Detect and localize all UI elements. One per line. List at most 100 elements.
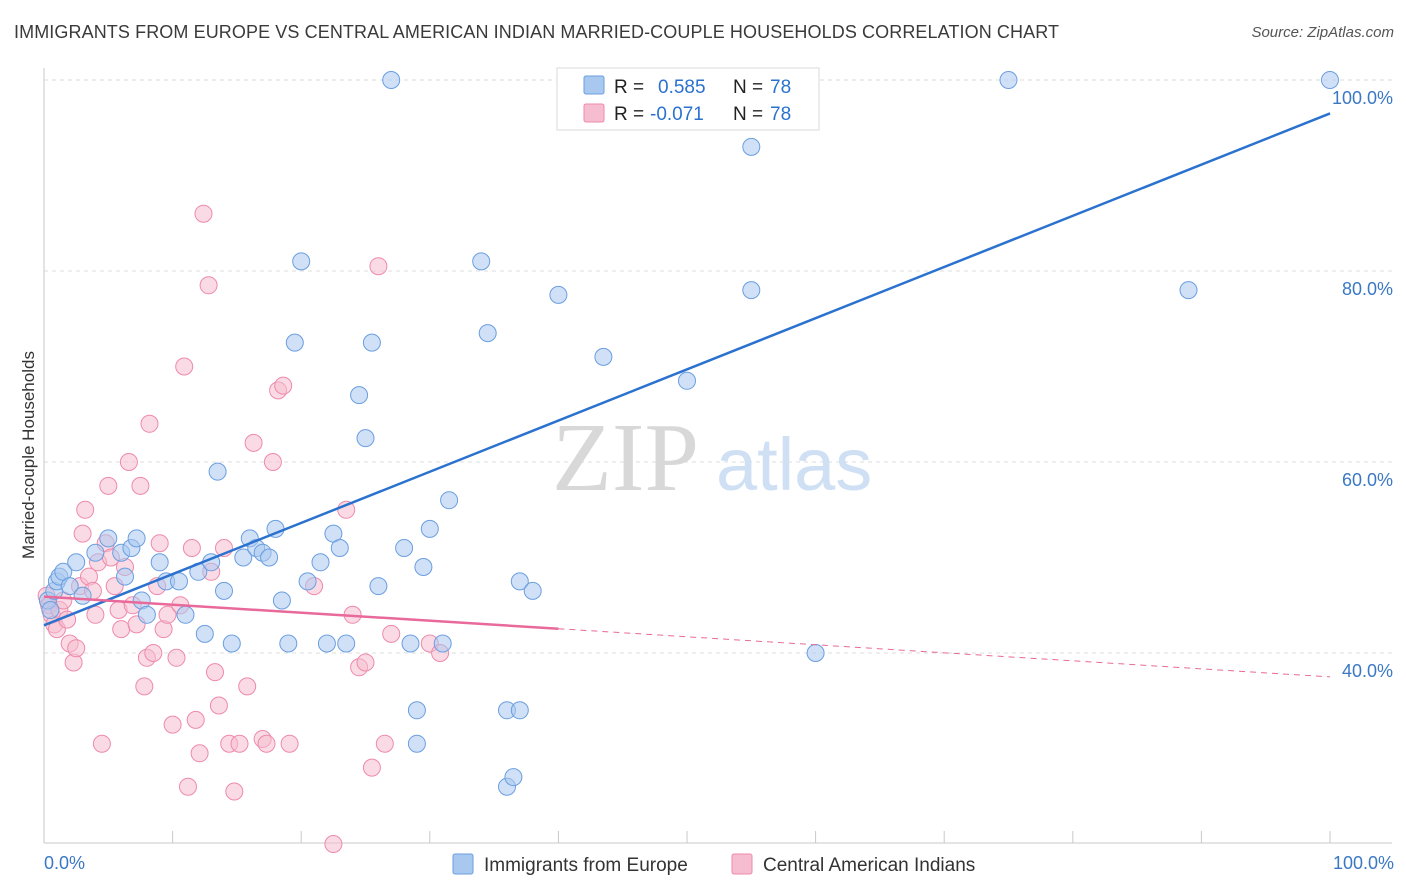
legend-box: R = 0.585 N = 78 R = -0.071 N = 78 <box>556 67 820 131</box>
y-tick-label: 100.0% <box>1332 88 1393 108</box>
data-point <box>414 558 433 576</box>
data-point <box>76 500 95 519</box>
data-point <box>170 572 188 591</box>
data-point <box>127 529 146 548</box>
x-tick-label-max: 100.0% <box>1333 853 1394 873</box>
data-point <box>208 462 227 481</box>
data-point <box>272 591 291 610</box>
data-point <box>215 581 233 600</box>
data-point <box>369 257 388 276</box>
bottom-legend-swatch-blue <box>452 853 474 875</box>
data-point <box>478 324 497 343</box>
data-point <box>257 734 276 753</box>
data-point <box>99 476 118 495</box>
data-point <box>194 204 213 223</box>
data-point <box>523 581 542 600</box>
data-point <box>594 347 613 366</box>
data-point <box>274 376 293 395</box>
data-point <box>73 586 92 605</box>
data-point <box>67 553 86 572</box>
data-point <box>356 653 375 672</box>
data-point <box>317 634 336 653</box>
series-central-american-indians <box>37 204 450 853</box>
data-point <box>144 644 163 662</box>
data-point <box>395 539 414 557</box>
data-point <box>41 601 60 619</box>
data-point <box>382 71 401 89</box>
data-point <box>362 758 381 777</box>
y-tick-label: 80.0% <box>1342 279 1393 299</box>
data-point <box>150 534 169 553</box>
bottom-legend-label-blue: Immigrants from Europe <box>484 855 688 876</box>
data-point <box>420 519 439 538</box>
source-note: Source: ZipAtlas.com <box>1251 24 1394 41</box>
x-axis-ticks <box>43 831 1331 843</box>
data-point <box>140 414 159 433</box>
legend-r-value: -0.071 <box>650 104 704 125</box>
data-point <box>260 548 279 567</box>
data-point <box>510 701 529 720</box>
data-point <box>350 386 369 405</box>
bottom-legend: Immigrants from Europe Central American … <box>452 853 975 876</box>
data-point <box>186 710 205 729</box>
y-tick-label: 60.0% <box>1342 470 1393 490</box>
data-point <box>999 71 1018 89</box>
data-point <box>330 539 349 557</box>
data-point <box>92 734 111 753</box>
data-point <box>362 333 381 352</box>
data-point <box>175 357 194 376</box>
trend-lines <box>43 112 1331 678</box>
data-point <box>292 252 311 271</box>
data-point <box>244 433 263 452</box>
data-point <box>119 453 138 471</box>
data-point <box>382 624 401 643</box>
legend-r-label: R = <box>614 77 644 98</box>
data-point <box>86 543 105 562</box>
data-point <box>407 701 426 720</box>
data-point <box>263 453 282 471</box>
data-point <box>504 768 523 787</box>
bottom-legend-swatch-pink <box>731 853 753 875</box>
data-point <box>209 696 228 715</box>
data-point <box>199 276 218 295</box>
y-tick-labels: 40.0% 60.0% 80.0% 100.0% <box>1332 88 1393 681</box>
data-point <box>1179 281 1198 300</box>
data-point <box>298 572 317 591</box>
legend-swatch-blue <box>583 75 605 95</box>
legend-r-label: R = <box>614 104 644 125</box>
legend-n-label: N = <box>733 104 763 125</box>
bottom-legend-label-pink: Central American Indians <box>763 855 975 876</box>
data-point <box>510 572 529 591</box>
legend-n-label: N = <box>733 77 763 98</box>
data-point <box>190 744 209 763</box>
data-point <box>311 553 330 572</box>
data-point <box>176 605 195 624</box>
watermark-zip: ZIP <box>552 404 699 512</box>
watermark-atlas: atlas <box>716 423 872 506</box>
data-point <box>806 644 825 662</box>
data-point <box>549 285 568 304</box>
data-point <box>222 634 241 653</box>
legend-r-value: 0.585 <box>658 77 706 98</box>
data-point <box>179 777 197 796</box>
data-point <box>407 734 426 753</box>
legend-n-value: 78 <box>770 77 791 98</box>
trend-line-central-american <box>43 595 559 630</box>
data-point <box>440 491 459 510</box>
data-point <box>1321 71 1339 89</box>
data-point <box>356 429 375 448</box>
data-point <box>280 734 299 753</box>
data-point <box>234 548 253 567</box>
data-point <box>238 677 257 696</box>
data-point <box>135 677 154 696</box>
data-point <box>158 605 177 624</box>
data-point <box>73 524 92 543</box>
data-point <box>375 734 394 753</box>
data-point <box>230 734 249 753</box>
data-point <box>131 476 150 495</box>
data-point <box>163 715 182 734</box>
y-axis-title: Married-couple Households <box>19 351 38 559</box>
data-point <box>195 624 214 643</box>
data-point <box>369 577 388 596</box>
